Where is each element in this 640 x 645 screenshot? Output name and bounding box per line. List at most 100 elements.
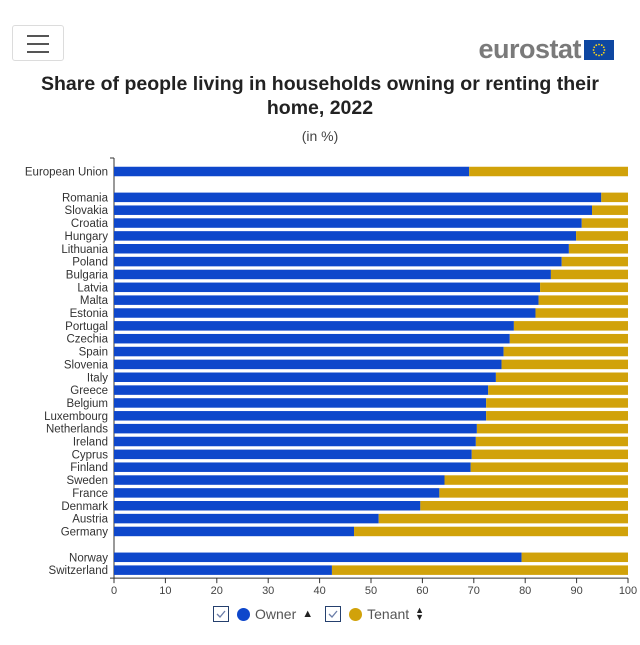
bar-tenant-hungary — [576, 231, 628, 241]
category-label-poland: Poland — [72, 257, 108, 269]
legend-owner-swatch — [237, 607, 250, 621]
x-tick-label-100: 100 — [619, 585, 637, 597]
category-label-romania: Romania — [62, 192, 109, 204]
x-tick-label-30: 30 — [262, 585, 274, 597]
bar-tenant-france — [439, 488, 628, 498]
bar-chart: European Union RomaniaSlovakiaCroatiaHung… — [25, 157, 637, 597]
category-label-estonia: Estonia — [70, 308, 109, 320]
eu-flag-icon — [584, 39, 614, 60]
x-tick-label-70: 70 — [468, 585, 480, 597]
bar-owner-croatia — [114, 218, 582, 228]
category-label-slovakia: Slovakia — [65, 205, 109, 217]
bar-owner-romania — [114, 192, 602, 203]
bar-owner-italy — [114, 372, 496, 382]
legend-tenant-label[interactable]: Tenant — [367, 606, 410, 622]
bar-owner-european-union — [114, 166, 470, 177]
bar-owner-lithuania — [114, 244, 569, 254]
bar-tenant-denmark — [420, 501, 628, 511]
x-tick-label-60: 60 — [416, 585, 428, 597]
bar-tenant-belgium — [486, 398, 628, 408]
category-label-belgium: Belgium — [66, 398, 108, 410]
x-tick-label-40: 40 — [313, 585, 325, 597]
bar-tenant-slovenia — [501, 359, 628, 370]
bar-tenant-cyprus — [471, 449, 628, 460]
bar-owner-austria — [114, 513, 379, 524]
legend-owner-checkbox[interactable] — [213, 606, 229, 622]
x-tick-label-20: 20 — [211, 585, 223, 597]
bar-tenant-switzerland — [331, 565, 628, 575]
logo-text: eurostat — [478, 34, 581, 64]
bar-owner-finland — [114, 462, 471, 472]
bar-owner-cyprus — [114, 449, 472, 460]
bar-owner-czechia — [114, 333, 510, 344]
category-label-germany: Germany — [61, 526, 109, 538]
category-label-hungary: Hungary — [65, 231, 109, 243]
bar-tenant-malta — [538, 295, 628, 305]
bar-tenant-estonia — [535, 308, 628, 318]
category-label-denmark: Denmark — [61, 501, 108, 513]
x-tick-label-90: 90 — [570, 585, 582, 597]
hamburger-line — [27, 43, 49, 45]
sort-asc-icon[interactable]: ▲ — [302, 608, 314, 620]
bar-tenant-finland — [470, 462, 628, 472]
bar-owner-latvia — [114, 282, 541, 293]
bar-tenant-ireland — [475, 436, 628, 447]
category-label-czechia: Czechia — [66, 334, 108, 346]
bar-tenant-czechia — [509, 333, 628, 344]
category-label-greece: Greece — [70, 385, 108, 397]
category-label-finland: Finland — [70, 462, 108, 474]
bar-tenant-italy — [495, 372, 628, 382]
legend-owner-label[interactable]: Owner — [255, 606, 297, 622]
x-tick-label-10: 10 — [159, 585, 171, 597]
bar-owner-ireland — [114, 436, 476, 447]
category-label-lithuania: Lithuania — [61, 244, 108, 256]
bar-tenant-netherlands — [476, 423, 628, 434]
bar-tenant-norway — [521, 552, 628, 563]
bar-tenant-croatia — [581, 218, 628, 228]
bar-tenant-bulgaria — [550, 269, 628, 280]
bar-tenant-portugal — [513, 321, 628, 331]
hamburger-menu-icon — [27, 35, 49, 37]
legend-tenant-checkbox[interactable] — [325, 606, 342, 622]
category-label-italy: Italy — [87, 372, 108, 384]
bar-tenant-sweden — [444, 475, 628, 485]
bar-owner-sweden — [114, 475, 445, 485]
eurostat-logo: eurostat — [478, 36, 614, 63]
bar-tenant-european-union — [469, 166, 628, 177]
bar-tenant-germany — [354, 526, 628, 537]
hamburger-line — [27, 51, 49, 53]
category-label-european-union: European Union — [25, 167, 108, 179]
chart-subtitle: (in %) — [301, 128, 339, 144]
category-label-sweden: Sweden — [66, 475, 108, 487]
bar-owner-norway — [114, 552, 522, 563]
bar-tenant-slovakia — [592, 205, 628, 215]
x-tick-label-80: 80 — [519, 585, 531, 597]
bar-tenant-poland — [561, 256, 628, 267]
category-label-latvia: Latvia — [77, 282, 108, 294]
category-label-cyprus: Cyprus — [72, 449, 109, 461]
category-label-norway: Norway — [69, 552, 108, 564]
chart-title-line-2: home, 2022 — [266, 97, 374, 119]
bar-owner-france — [114, 488, 440, 498]
category-label-france: France — [72, 488, 108, 500]
category-label-croatia: Croatia — [71, 218, 109, 230]
bar-owner-netherlands — [114, 423, 477, 434]
category-label-netherlands: Netherlands — [46, 424, 108, 436]
bar-tenant-latvia — [540, 282, 628, 293]
category-label-bulgaria: Bulgaria — [66, 269, 109, 281]
category-label-luxembourg: Luxembourg — [44, 411, 108, 423]
legend-tenant-swatch — [349, 607, 363, 621]
sort-both-icon[interactable]: ▲ ▼ — [415, 605, 425, 622]
bar-owner-poland — [114, 256, 562, 267]
bar-owner-spain — [114, 346, 504, 357]
chart-title-line-1: Share of people living in households own… — [41, 73, 599, 95]
bar-owner-germany — [114, 526, 355, 537]
category-label-ireland: Ireland — [73, 437, 108, 449]
category-label-malta: Malta — [80, 295, 109, 307]
legend: Owner ▲ Tenant ▲ ▼ — [213, 606, 436, 622]
menu-button[interactable] — [12, 25, 64, 61]
bar-tenant-lithuania — [568, 244, 628, 254]
x-tick-label-50: 50 — [365, 585, 377, 597]
category-label-austria: Austria — [72, 514, 108, 526]
bar-owner-greece — [114, 385, 489, 395]
